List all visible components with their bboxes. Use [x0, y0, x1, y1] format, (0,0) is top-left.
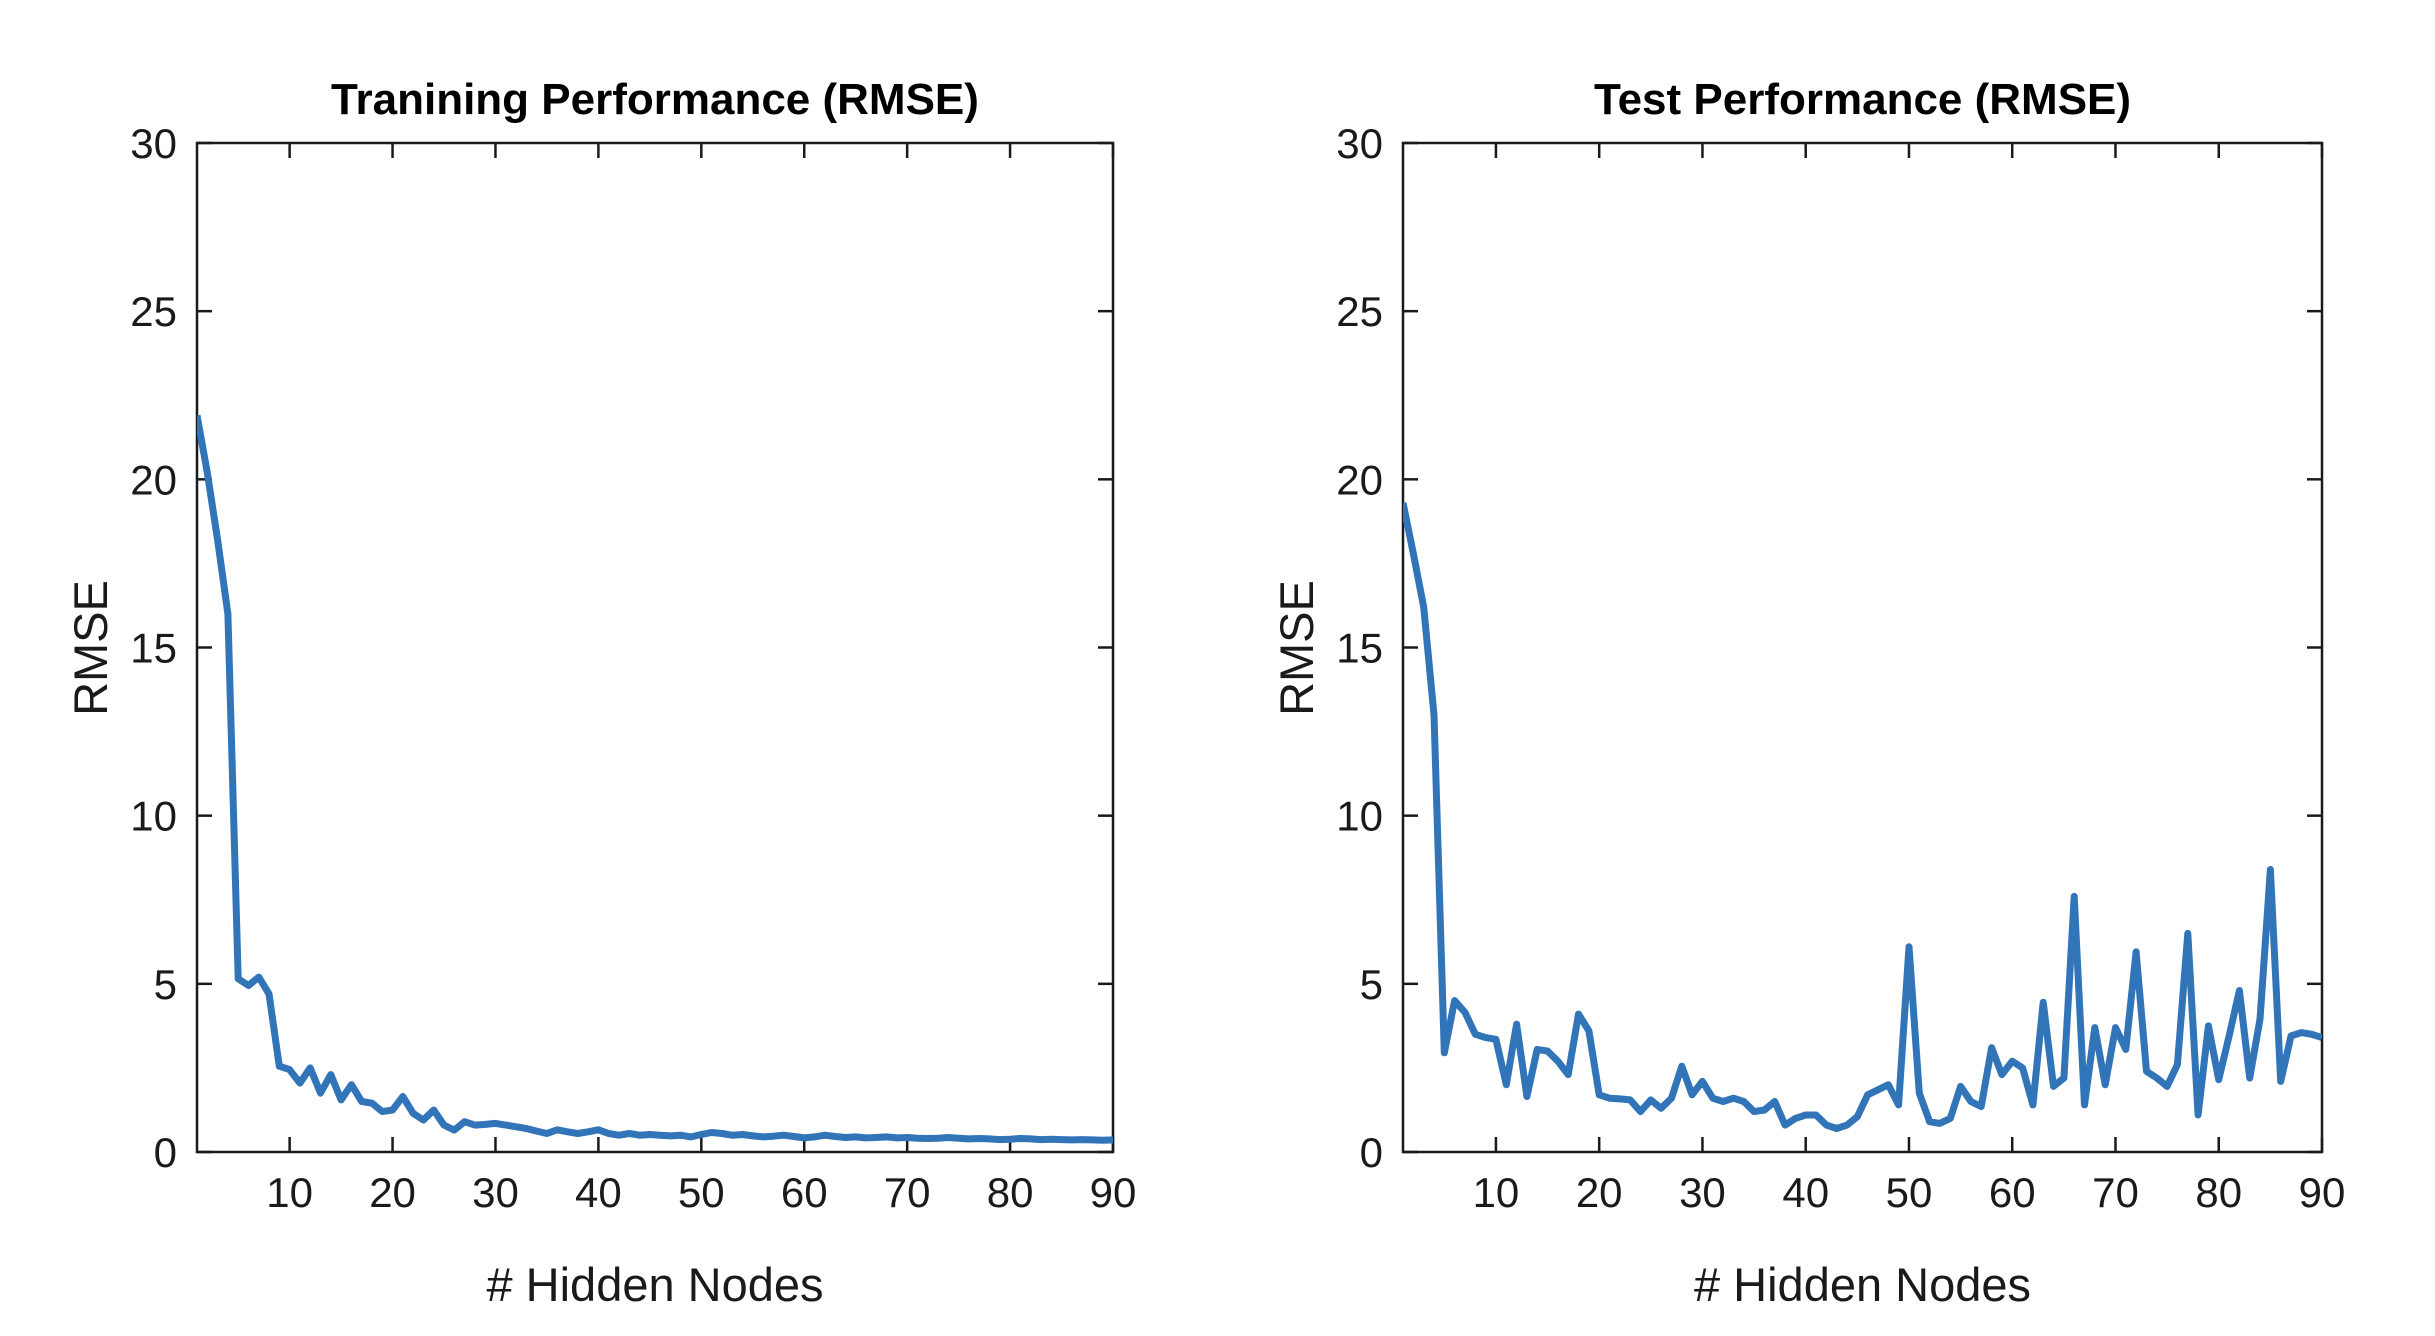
x-tick-label: 80 [2195, 1169, 2242, 1216]
axis-ticks [1403, 141, 2324, 1154]
y-tick-label: 0 [154, 1129, 177, 1176]
y-tick-label: 10 [130, 793, 177, 840]
plot-frame [195, 141, 1115, 1154]
x-tick-label: 40 [1782, 1169, 1829, 1216]
training-chart-title: Tranining Performance (RMSE) [331, 75, 979, 124]
training-plot-canvas: 10 20 30 40 50 60 70 80 90 0 5 10 15 20 25 30 [130, 120, 1136, 1216]
x-tick-label: 60 [781, 1169, 828, 1216]
training-x-axis-label: # Hidden Nodes [486, 1258, 824, 1311]
y-tick-label: 20 [1336, 456, 1383, 503]
y-tick-label: 0 [1360, 1129, 1383, 1176]
x-tick-label: 20 [369, 1169, 416, 1216]
rmse-line [1403, 502, 2322, 1132]
axis-tick-labels: 10 20 30 40 50 60 70 80 90 0 5 10 15 20 25 30 [1336, 120, 2345, 1216]
y-tick-label: 25 [1336, 288, 1383, 335]
x-tick-label: 40 [575, 1169, 622, 1216]
x-tick-label: 50 [1886, 1169, 1933, 1216]
x-tick-label: 30 [472, 1169, 519, 1216]
y-tick-label: 25 [130, 288, 177, 335]
x-tick-label: 20 [1576, 1169, 1623, 1216]
x-tick-label: 10 [266, 1169, 313, 1216]
x-tick-label: 90 [2299, 1169, 2346, 1216]
y-tick-label: 15 [130, 625, 177, 672]
x-tick-label: 80 [987, 1169, 1034, 1216]
x-tick-label: 50 [678, 1169, 725, 1216]
x-tick-label: 60 [1989, 1169, 2036, 1216]
test-performance-chart: Test Performance (RMSE) RMSE # Hidden No… [1250, 0, 2435, 1336]
y-tick-label: 15 [1336, 625, 1383, 672]
x-tick-label: 70 [2092, 1169, 2139, 1216]
y-tick-label: 5 [1360, 961, 1383, 1008]
y-tick-label: 30 [130, 120, 177, 167]
x-tick-label: 90 [1090, 1169, 1137, 1216]
y-tick-label: 20 [130, 456, 177, 503]
y-tick-label: 30 [1336, 120, 1383, 167]
y-tick-label: 5 [154, 961, 177, 1008]
axis-tick-labels: 10 20 30 40 50 60 70 80 90 0 5 10 15 20 25 30 [130, 120, 1136, 1216]
test-x-axis-label: # Hidden Nodes [1693, 1258, 2032, 1311]
x-tick-label: 10 [1473, 1169, 1520, 1216]
y-tick-label: 10 [1336, 793, 1383, 840]
test-plot-canvas: 10 20 30 40 50 60 70 80 90 0 5 10 15 20 25 30 [1336, 120, 2345, 1216]
x-tick-label: 70 [884, 1169, 931, 1216]
x-tick-label: 30 [1679, 1169, 1726, 1216]
rmse-line [197, 414, 1113, 1144]
axis-ticks [197, 141, 1115, 1154]
training-performance-chart: Tranining Performance (RMSE) RMSE # Hidd… [64, 75, 1136, 1311]
test-chart-title: Test Performance (RMSE) [1593, 75, 2132, 124]
